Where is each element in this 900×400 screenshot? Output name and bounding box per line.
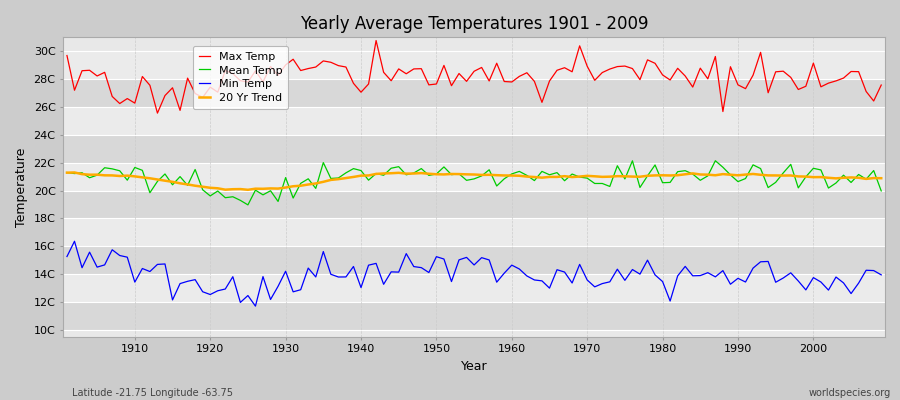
Bar bbox=[63, 274, 885, 302]
Mean Temp bbox=[605, 184, 616, 189]
Mean Temp bbox=[61, 170, 72, 175]
Max Temp bbox=[340, 65, 351, 70]
Text: Latitude -21.75 Longitude -63.75: Latitude -21.75 Longitude -63.75 bbox=[72, 388, 233, 398]
Bar bbox=[63, 79, 885, 107]
20 Yr Trend bbox=[876, 176, 886, 181]
Text: worldspecies.org: worldspecies.org bbox=[809, 388, 891, 398]
Mean Temp bbox=[710, 158, 721, 163]
Min Temp bbox=[302, 266, 313, 270]
Max Temp bbox=[295, 68, 306, 73]
Max Temp bbox=[371, 38, 382, 43]
Line: Mean Temp: Mean Temp bbox=[67, 161, 881, 205]
Bar bbox=[63, 107, 885, 135]
Y-axis label: Temperature: Temperature bbox=[15, 147, 28, 227]
Min Temp bbox=[61, 254, 72, 259]
Min Temp bbox=[521, 274, 532, 278]
Min Temp bbox=[514, 266, 525, 271]
Max Temp bbox=[521, 70, 532, 75]
Mean Temp bbox=[507, 172, 517, 176]
20 Yr Trend bbox=[521, 174, 532, 179]
20 Yr Trend bbox=[242, 188, 253, 192]
Max Temp bbox=[876, 83, 886, 88]
Legend: Max Temp, Mean Temp, Min Temp, 20 Yr Trend: Max Temp, Mean Temp, Min Temp, 20 Yr Tre… bbox=[193, 46, 288, 109]
Bar bbox=[63, 218, 885, 246]
Max Temp bbox=[152, 111, 163, 116]
Min Temp bbox=[130, 280, 140, 284]
Min Temp bbox=[612, 267, 623, 272]
Min Temp bbox=[69, 239, 80, 244]
Bar bbox=[63, 190, 885, 218]
Title: Yearly Average Temperatures 1901 - 2009: Yearly Average Temperatures 1901 - 2009 bbox=[300, 15, 648, 33]
20 Yr Trend bbox=[348, 174, 359, 179]
20 Yr Trend bbox=[302, 182, 313, 187]
Line: 20 Yr Trend: 20 Yr Trend bbox=[67, 172, 881, 190]
Max Temp bbox=[612, 64, 623, 69]
Mean Temp bbox=[242, 202, 253, 207]
Min Temp bbox=[348, 264, 359, 269]
20 Yr Trend bbox=[514, 173, 525, 178]
Line: Min Temp: Min Temp bbox=[67, 241, 881, 306]
Line: Max Temp: Max Temp bbox=[67, 40, 881, 113]
20 Yr Trend bbox=[130, 174, 140, 179]
Bar bbox=[63, 51, 885, 79]
20 Yr Trend bbox=[69, 170, 80, 175]
Bar bbox=[63, 135, 885, 163]
Min Temp bbox=[876, 272, 886, 277]
Bar bbox=[63, 246, 885, 274]
Mean Temp bbox=[122, 178, 132, 182]
Bar bbox=[63, 302, 885, 330]
Bar bbox=[63, 163, 885, 190]
X-axis label: Year: Year bbox=[461, 360, 488, 373]
Max Temp bbox=[61, 53, 72, 58]
Max Temp bbox=[122, 96, 132, 101]
Max Temp bbox=[514, 74, 525, 79]
Mean Temp bbox=[514, 169, 525, 174]
Mean Temp bbox=[876, 188, 886, 193]
20 Yr Trend bbox=[61, 170, 72, 175]
Mean Temp bbox=[295, 181, 306, 186]
20 Yr Trend bbox=[612, 174, 623, 178]
Min Temp bbox=[250, 304, 261, 308]
Mean Temp bbox=[340, 170, 351, 175]
